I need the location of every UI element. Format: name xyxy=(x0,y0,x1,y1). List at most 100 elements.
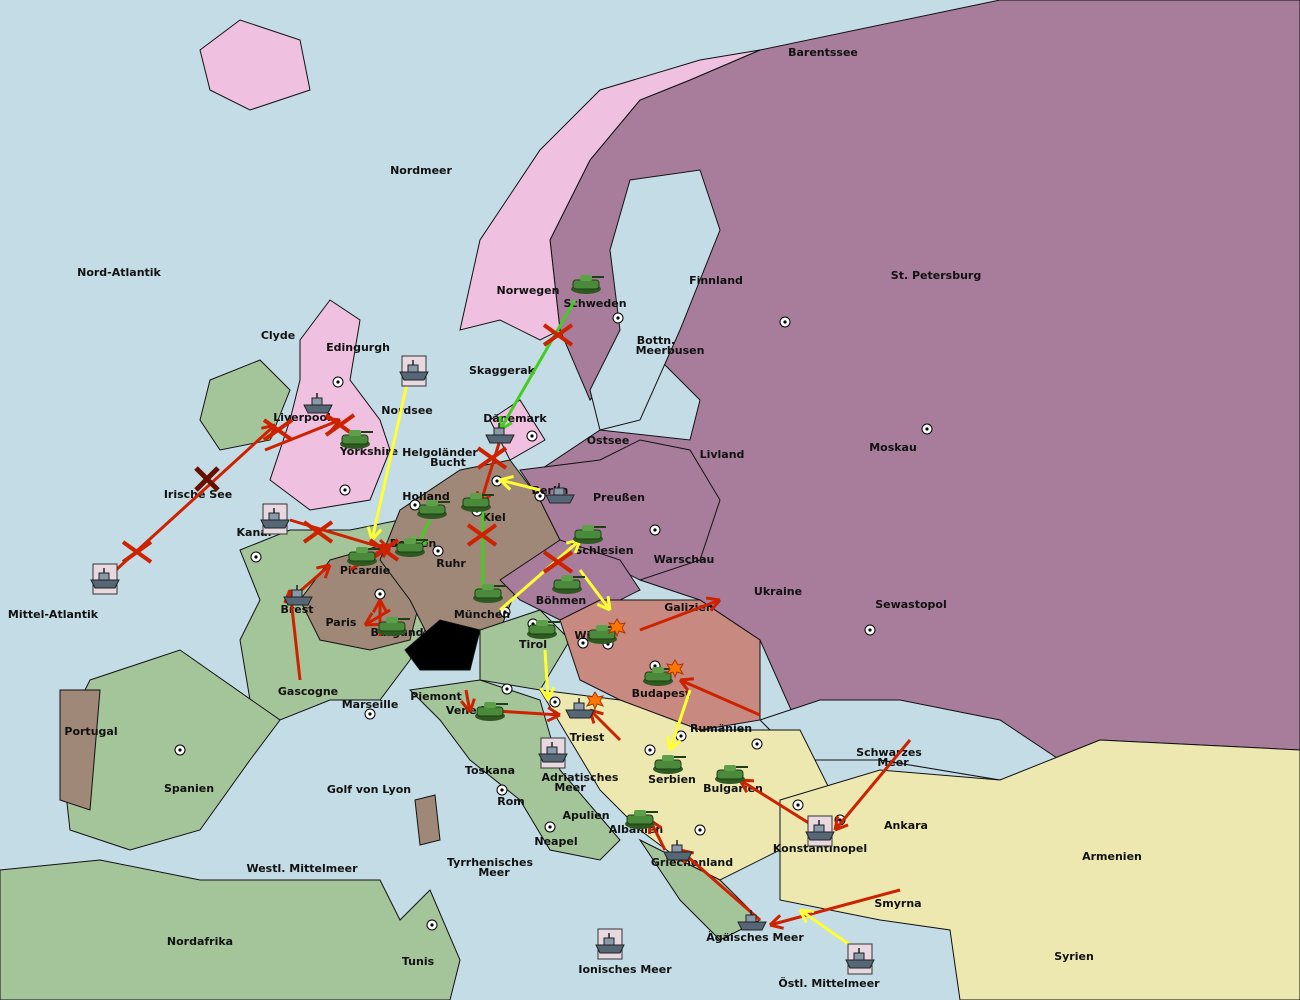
region-label: Schwarzes xyxy=(856,746,922,759)
supply-center-dot xyxy=(378,592,382,596)
army-unit[interactable] xyxy=(377,617,410,636)
fleet-dislodged-unit[interactable] xyxy=(805,815,835,847)
denmark[interactable] xyxy=(489,399,546,461)
army-unit[interactable] xyxy=(587,625,620,644)
fleet-dislodged-unit[interactable] xyxy=(399,355,429,387)
tank-icon xyxy=(378,621,406,632)
order-arrowhead xyxy=(833,815,840,831)
tank-turret-icon xyxy=(662,755,674,761)
units xyxy=(90,275,875,975)
fleet-unit[interactable] xyxy=(485,423,515,444)
convoy-cut-x-icon xyxy=(194,466,220,492)
order-arrow xyxy=(799,908,851,947)
army-unit[interactable] xyxy=(473,584,506,603)
ship-icon xyxy=(90,579,120,589)
region-label: Meer xyxy=(478,866,510,879)
supply-center-dot xyxy=(336,380,340,384)
fleet-dislodged-unit[interactable] xyxy=(538,737,568,769)
region-label: Mittel-Atlantik xyxy=(8,608,99,621)
tank-icon xyxy=(626,814,654,825)
army-unit[interactable] xyxy=(715,765,748,784)
iceland[interactable] xyxy=(199,19,311,111)
tank-turret-icon xyxy=(404,538,416,544)
region-label: Kiel xyxy=(482,511,506,524)
army-unit[interactable] xyxy=(653,755,686,774)
tank-icon xyxy=(476,706,504,717)
army-unit[interactable] xyxy=(571,275,604,294)
ship-tower-icon xyxy=(671,844,683,853)
failed-order-x-icon xyxy=(302,520,334,544)
order-arrowhead xyxy=(547,706,561,717)
fleet-unit[interactable] xyxy=(545,483,575,504)
ship-icon xyxy=(595,944,625,954)
army-unit[interactable] xyxy=(417,500,450,519)
region-label: Ukraine xyxy=(754,585,802,598)
army-unit[interactable] xyxy=(552,575,585,594)
tank-turret-icon xyxy=(724,765,736,771)
order-arrowhead xyxy=(798,909,808,924)
army-unit[interactable] xyxy=(340,430,373,449)
order-arrowhead xyxy=(460,700,472,713)
order-arrowhead xyxy=(316,563,331,570)
order-arrow xyxy=(370,369,412,541)
region-label: Norwegen xyxy=(497,284,560,297)
region-label: Paris xyxy=(326,616,357,629)
order-arrowhead xyxy=(546,686,556,701)
fleet-dislodged-unit[interactable] xyxy=(90,563,120,595)
sardinia[interactable] xyxy=(414,794,441,846)
portugal[interactable] xyxy=(59,689,101,811)
region-label: München xyxy=(454,608,510,621)
ship-tower-icon xyxy=(311,397,323,406)
ship-tower-icon xyxy=(546,746,558,755)
region-label: Warschau xyxy=(654,553,715,566)
turkey[interactable] xyxy=(779,739,1300,1000)
norway[interactable] xyxy=(459,49,761,341)
dislodged-box xyxy=(597,928,623,960)
failed-order-x-icon xyxy=(542,550,574,574)
tank-turret-icon xyxy=(470,493,482,499)
italy[interactable] xyxy=(408,679,621,861)
fleet-unit[interactable] xyxy=(283,585,313,606)
fleet-dislodged-unit[interactable] xyxy=(595,928,625,960)
fleet-dislodged-unit[interactable] xyxy=(260,503,290,535)
ship-icon xyxy=(737,921,767,931)
ship-tower-icon xyxy=(98,572,110,581)
army-unit[interactable] xyxy=(527,620,560,639)
ship-icon xyxy=(663,851,693,861)
army-unit[interactable] xyxy=(347,547,380,566)
fleet-dislodged-unit[interactable] xyxy=(845,943,875,975)
region-label: Edingurgh xyxy=(326,341,390,354)
order-arrow xyxy=(679,848,761,922)
order-arrowhead xyxy=(378,599,389,614)
army-unit[interactable] xyxy=(475,702,508,721)
supply-center-dot xyxy=(648,748,652,752)
region-label: Triest xyxy=(570,731,605,744)
army-unit[interactable] xyxy=(625,810,658,829)
army-unit[interactable] xyxy=(573,525,606,544)
fleet-unit[interactable] xyxy=(737,910,767,931)
balkans[interactable] xyxy=(539,689,831,881)
order-arrowhead xyxy=(705,596,721,602)
order-arrow xyxy=(543,649,550,701)
army-unit[interactable] xyxy=(395,538,428,557)
region-label: Ägäisches Meer xyxy=(706,930,804,944)
tank-turret-icon xyxy=(561,575,573,581)
switzerland[interactable] xyxy=(404,619,481,671)
fleet-unit[interactable] xyxy=(303,393,333,414)
region-label: Piemont xyxy=(410,690,461,703)
supply-center-dot xyxy=(343,488,347,492)
region-label: Sewastopol xyxy=(875,598,947,611)
tank-turret-icon xyxy=(580,275,592,281)
orders xyxy=(103,299,912,947)
order-arrowhead xyxy=(546,713,561,723)
fleet-unit[interactable] xyxy=(565,698,595,719)
fleet-unit[interactable] xyxy=(663,840,693,861)
ship-icon xyxy=(303,404,333,414)
order-arrowhead xyxy=(769,923,784,930)
region-label: Tunis xyxy=(402,955,435,968)
gulf-of-bothnia[interactable] xyxy=(589,169,721,431)
army-unit[interactable] xyxy=(461,493,494,512)
north-africa[interactable] xyxy=(0,859,461,1000)
order-arrowhead xyxy=(606,595,612,611)
